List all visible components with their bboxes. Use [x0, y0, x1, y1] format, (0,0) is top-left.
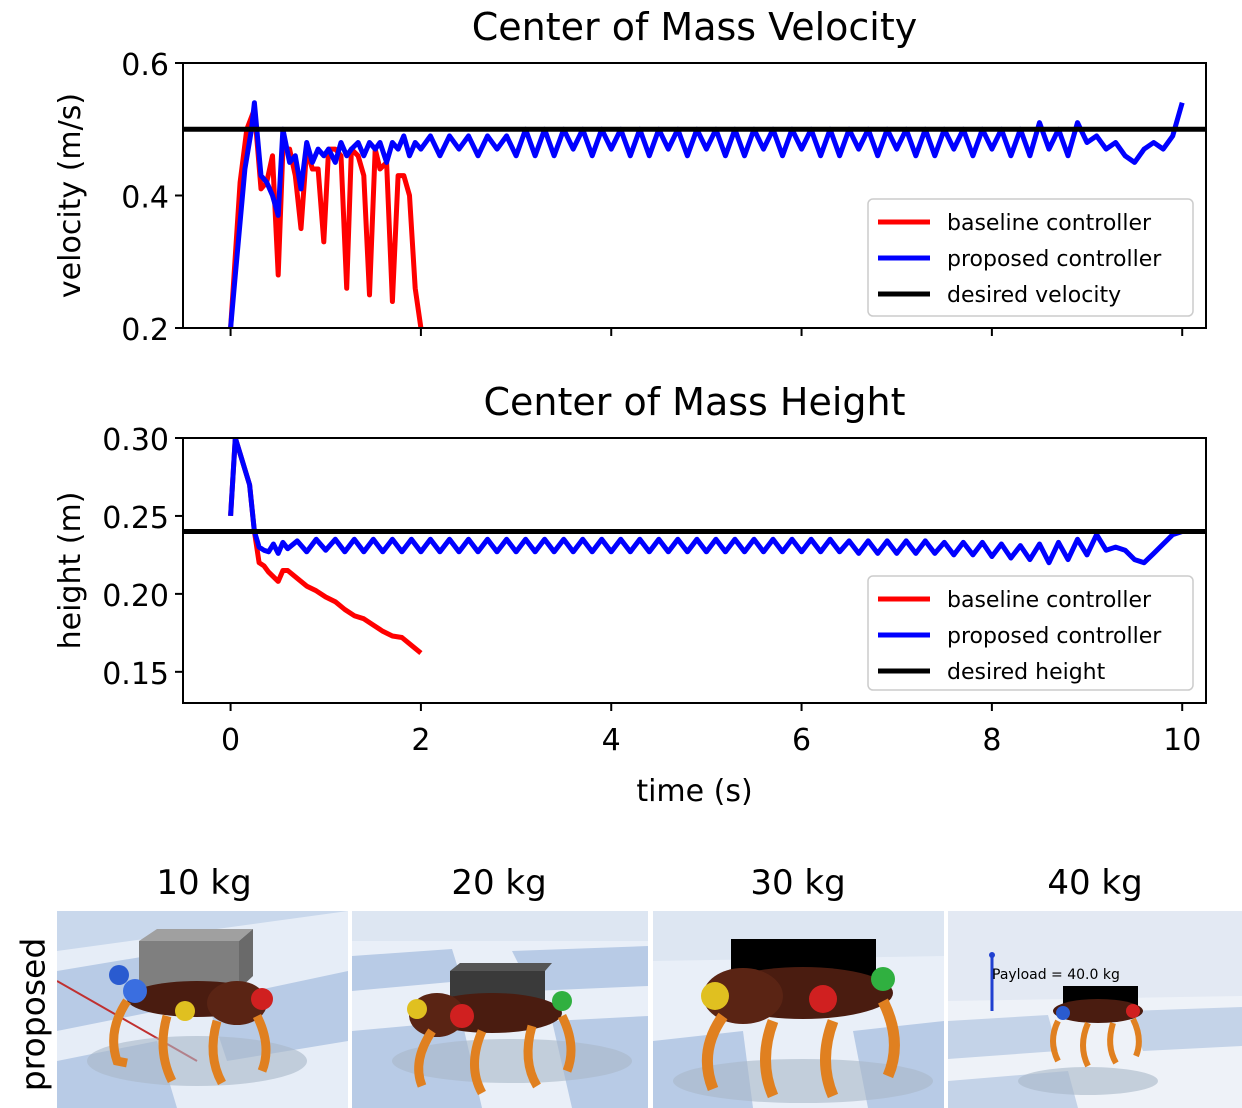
x-tick-label: 0 [221, 723, 240, 758]
legend-entry: desired height [947, 660, 1106, 685]
x-tick-label: 4 [602, 723, 621, 758]
charts-figure: Center of Mass Velocity 0.2 0.4 0.6 velocity… [53, 5, 1207, 809]
x-tick-label: 8 [982, 723, 1001, 758]
chart-title: Center of Mass Height [483, 380, 905, 424]
plot-frame [182, 437, 1207, 704]
y-tick-label: 0.15 [102, 657, 169, 692]
series-line-proposed-controller [228, 100, 1185, 328]
legend-box [867, 198, 1194, 317]
legend-box [867, 575, 1194, 691]
series-line-proposed-controller [228, 438, 1183, 566]
robot-image-10kg [57, 911, 348, 1108]
row-label: proposed [13, 937, 53, 1092]
legend-entry: proposed controller [947, 247, 1162, 272]
panel-label-10kg: 10 kg [156, 863, 252, 903]
robot-image-30kg [653, 911, 944, 1108]
x-axis-label: time (s) [636, 774, 752, 809]
payload-overlay-text: Payload = 40.0 kg [992, 967, 1120, 983]
x-tick-label: 10 [1163, 723, 1201, 758]
legend-entry: baseline controller [947, 211, 1152, 236]
legend-entry: proposed controller [947, 624, 1162, 649]
y-tick-label: 0.2 [121, 313, 169, 348]
y-tick-label: 0.4 [121, 181, 169, 216]
y-axis-label: height (m) [53, 492, 88, 650]
y-tick-label: 0.20 [102, 579, 169, 614]
y-axis-label: velocity (m/s) [53, 93, 88, 298]
panel-label-40kg: 40 kg [1047, 863, 1143, 903]
velocity-chart: Center of Mass Velocity 0.2 0.4 0.6 velocity… [53, 5, 1207, 348]
chart-title: Center of Mass Velocity [472, 5, 918, 49]
panel-label-30kg: 30 kg [750, 863, 846, 903]
height-chart: Center of Mass Height 0.15 0.20 0.25 0.30 0 2 4… [53, 380, 1207, 809]
y-tick-label: 0.25 [102, 501, 169, 536]
y-tick-label: 0.6 [121, 48, 169, 83]
panel-label-20kg: 20 kg [451, 863, 547, 903]
legend-entry: desired velocity [947, 283, 1121, 308]
x-tick-label: 2 [411, 723, 430, 758]
robot-image-20kg [352, 911, 648, 1108]
legend-entry: baseline controller [947, 588, 1152, 613]
robot-image-40kg: Payload = 40.0 kg [948, 911, 1242, 1108]
x-tick-label: 6 [792, 723, 811, 758]
y-tick-label: 0.30 [102, 423, 169, 458]
